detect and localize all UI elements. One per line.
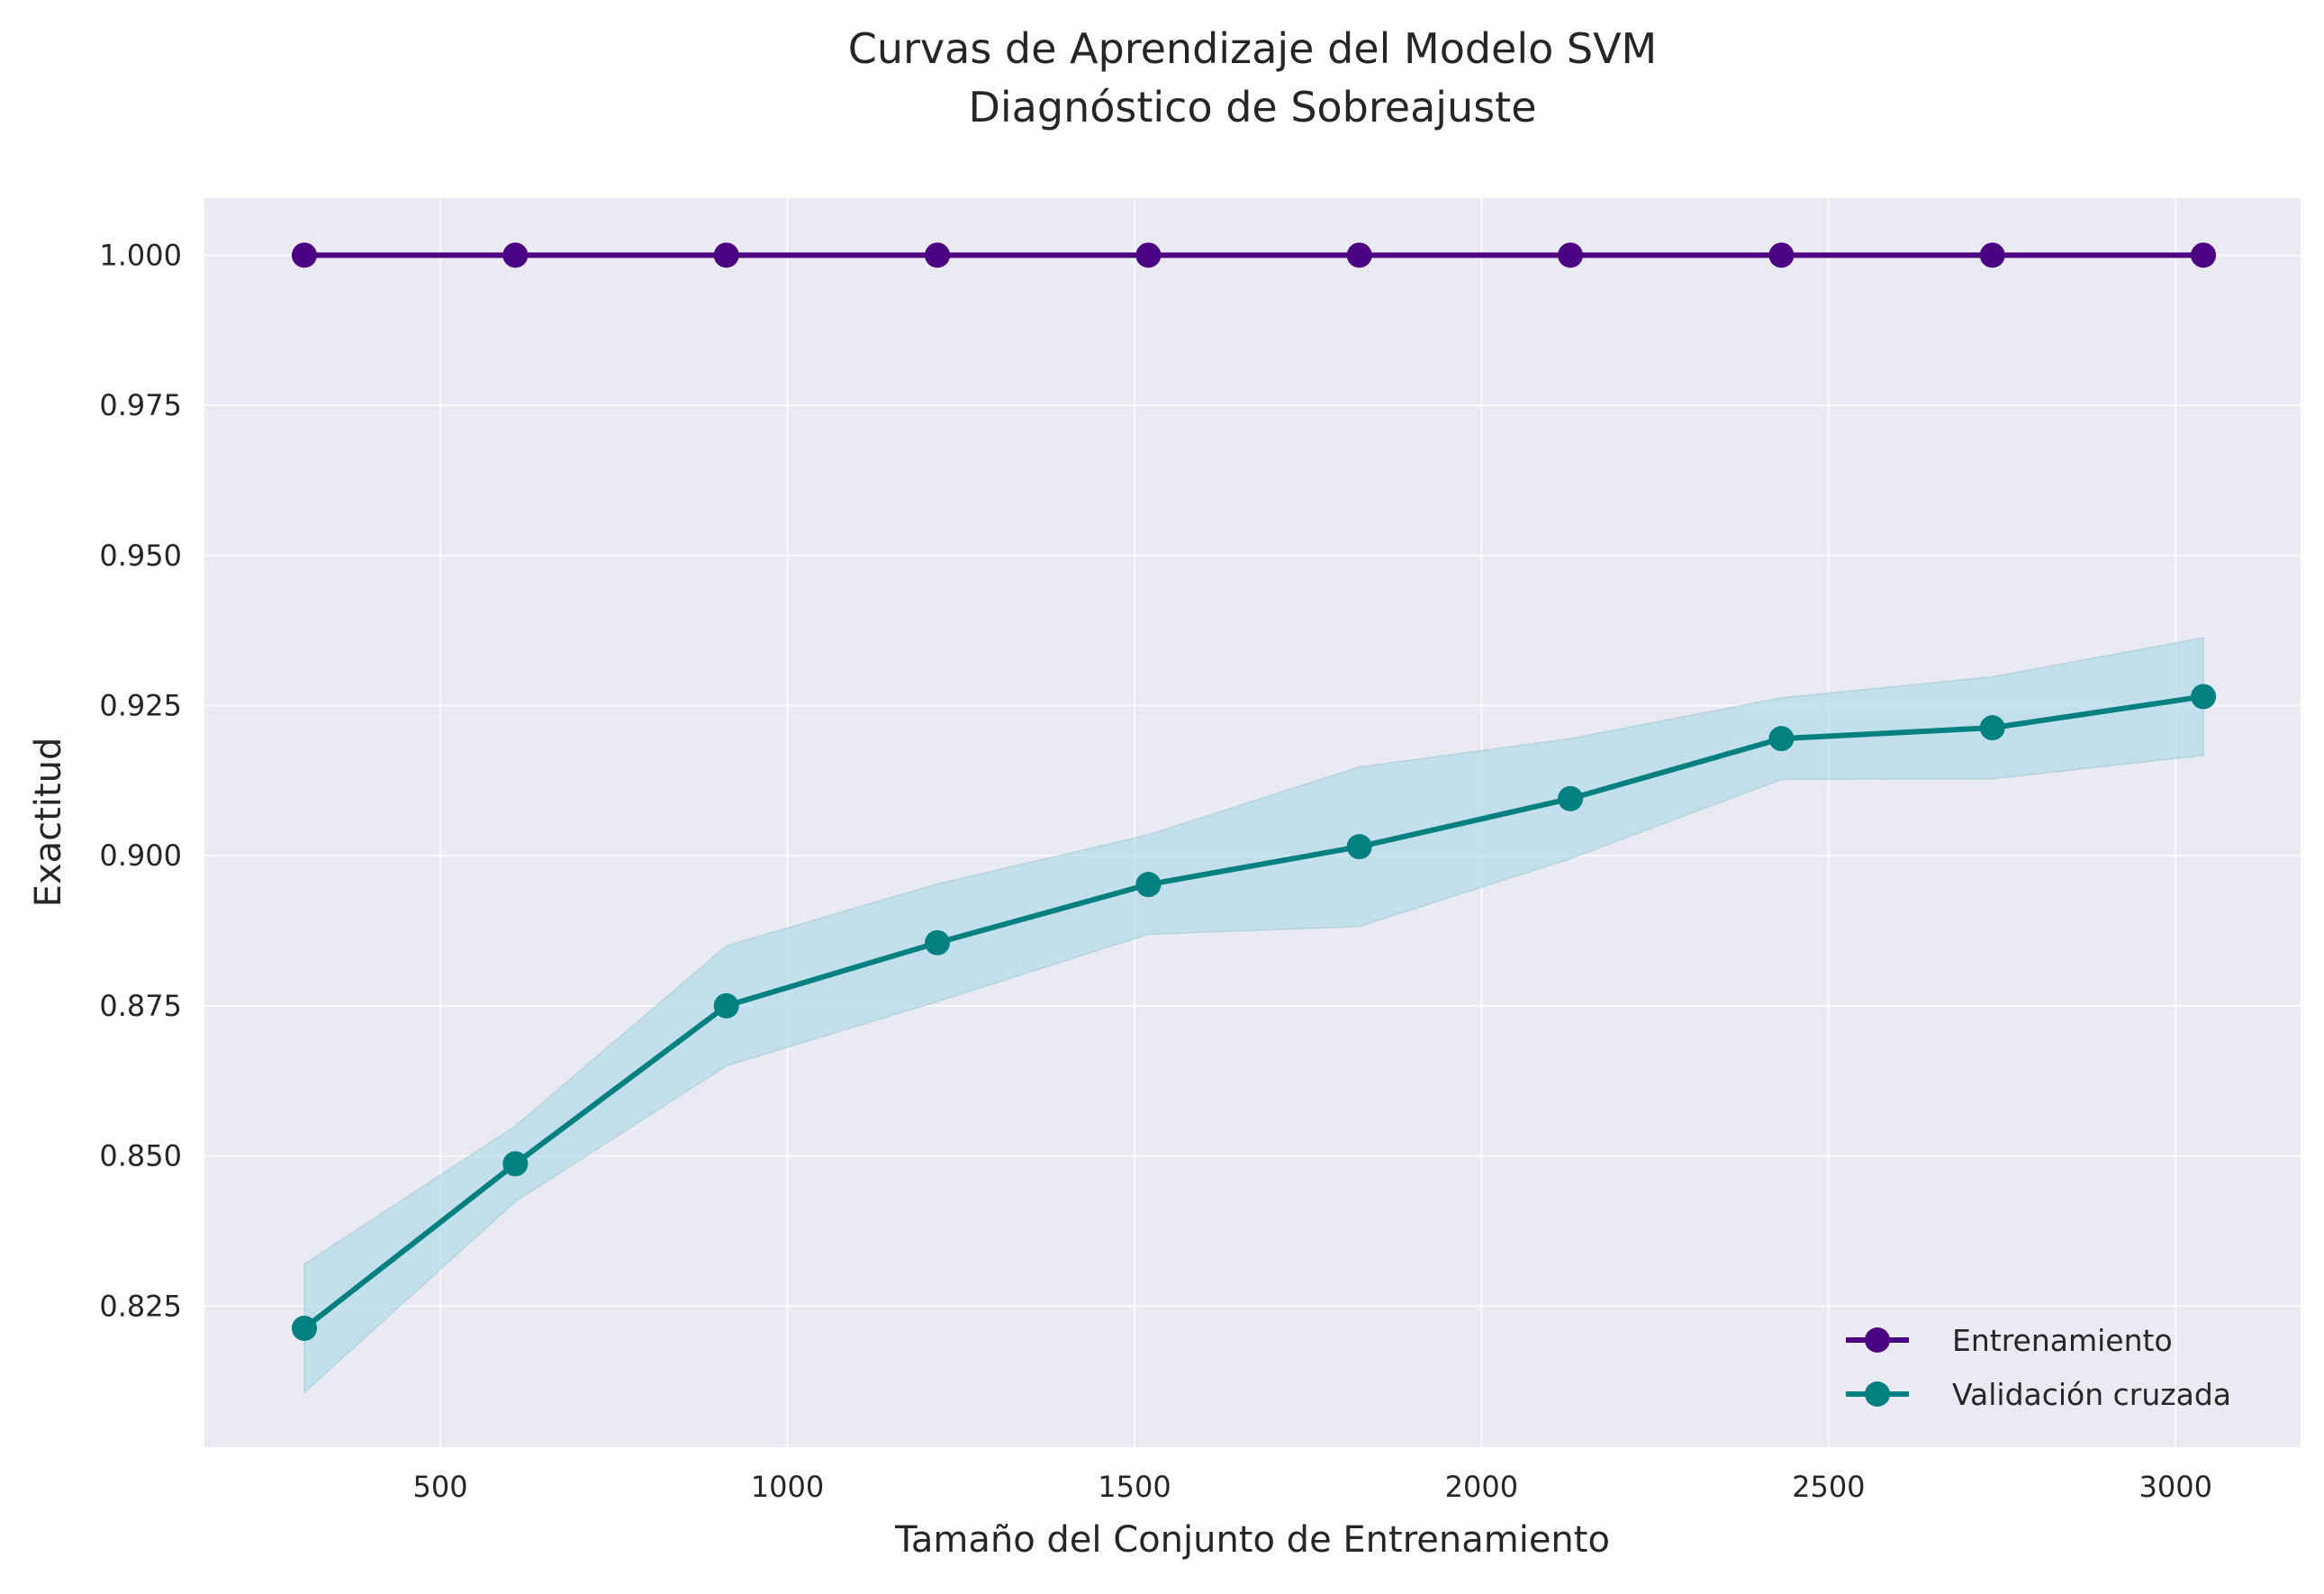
data-point-series-1: [292, 1315, 318, 1341]
data-point-series-0: [1979, 242, 2005, 268]
data-point-series-0: [1558, 242, 1584, 268]
data-point-series-1: [502, 1151, 529, 1177]
data-point-series-0: [1768, 242, 1795, 268]
data-point-series-1: [1135, 872, 1162, 898]
x-tick-label: 500: [413, 1470, 468, 1504]
data-point-series-1: [1979, 715, 2005, 741]
chart-title-line-1: Curvas de Aprendizaje del Modelo SVM: [848, 24, 1657, 73]
y-tick-label: 1.000: [99, 238, 182, 272]
data-point-series-1: [2191, 684, 2217, 710]
data-point-series-0: [1135, 242, 1162, 268]
x-tick-label: 2500: [1792, 1470, 1865, 1504]
data-point-series-1: [1558, 785, 1584, 811]
x-tick-labels: 500 1000 1500 2000 2500 3000: [413, 1470, 2212, 1504]
data-point-series-0: [713, 242, 739, 268]
data-point-series-1: [1768, 726, 1795, 752]
series-band-1: [303, 637, 2204, 1395]
legend-marker-validation: [1865, 1381, 1890, 1407]
validation-band-layer: [303, 637, 2204, 1395]
legend: Entrenamiento Validación cruzada: [1846, 1323, 2231, 1412]
series-layer: [292, 242, 2217, 1341]
x-tick-label: 1000: [751, 1470, 824, 1504]
y-tick-label: 0.975: [99, 388, 182, 422]
x-axis-label: Tamaño del Conjunto de Entrenamiento: [894, 1519, 1610, 1561]
y-tick-label: 0.875: [99, 989, 182, 1023]
data-point-series-1: [925, 929, 951, 955]
y-tick-label: 0.850: [99, 1139, 182, 1173]
data-point-series-0: [292, 242, 318, 268]
data-point-series-0: [2191, 242, 2217, 268]
legend-label-validation: Validación cruzada: [1952, 1377, 2231, 1412]
series-line-1: [303, 693, 2204, 1331]
x-tick-label: 2000: [1445, 1470, 1518, 1504]
x-tick-label: 1500: [1098, 1470, 1171, 1504]
y-axis-label: Exactitud: [28, 738, 69, 908]
chart-title-line-2: Diagnóstico de Sobreajuste: [968, 83, 1536, 131]
data-point-series-0: [502, 242, 529, 268]
x-tick-label: 3000: [2139, 1470, 2212, 1504]
y-tick-label: 0.900: [99, 838, 182, 873]
y-tick-labels: 0.825 0.850 0.875 0.900 0.925 0.950 0.975 1.000: [99, 238, 182, 1323]
legend-label-training: Entrenamiento: [1952, 1323, 2173, 1358]
data-point-series-0: [925, 242, 951, 268]
data-point-series-1: [713, 992, 739, 1019]
data-point-series-0: [1346, 242, 1372, 268]
y-tick-label: 0.925: [99, 688, 182, 722]
data-point-series-1: [1346, 834, 1372, 860]
legend-marker-training: [1865, 1327, 1890, 1353]
y-tick-label: 0.825: [99, 1289, 182, 1323]
y-tick-label: 0.950: [99, 539, 182, 573]
